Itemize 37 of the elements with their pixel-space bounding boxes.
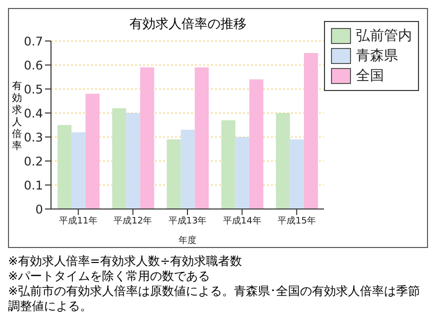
bar xyxy=(304,53,318,209)
text: ※有効求人倍率=有効求人数÷有効求職者数 xyxy=(8,254,244,269)
x-axis-title: 年度 xyxy=(178,235,196,246)
bar xyxy=(72,132,86,209)
bar xyxy=(58,125,72,209)
y-axis-title: 有効求人倍率 xyxy=(12,81,23,153)
x-tick-label: 平成12年 xyxy=(114,215,152,226)
text: ※パートタイムを除く常用の数である xyxy=(8,269,212,284)
y-tick-label: 0.3 xyxy=(24,130,43,144)
y-tick-label: 0.7 xyxy=(24,34,43,48)
bar xyxy=(166,139,181,209)
y-tick-label: 0.2 xyxy=(24,154,43,168)
bar xyxy=(112,108,126,209)
bar xyxy=(249,79,264,209)
x-tick-label: 平成14年 xyxy=(222,215,262,226)
bar xyxy=(86,94,100,209)
x-tick-label: 平成11年 xyxy=(59,215,98,226)
y-tick-label: 0.5 xyxy=(24,82,43,96)
y-tick-label: 0.1 xyxy=(24,178,43,192)
bar xyxy=(126,113,140,209)
bar xyxy=(290,139,304,209)
legend-label: 青森県 xyxy=(356,47,398,65)
bar xyxy=(194,67,209,209)
bar xyxy=(276,113,290,209)
bar xyxy=(221,120,236,209)
bar xyxy=(180,130,195,209)
legend-label: 全国 xyxy=(356,67,384,85)
y-tick-label: 0.4 xyxy=(24,106,43,120)
chart-title: 有効求人倍率の推移 xyxy=(130,17,246,32)
legend-label: 弘前管内 xyxy=(356,27,412,45)
bar xyxy=(140,67,154,209)
text: ※弘前市の有効求人倍率は原数値による。青森県･全国の有効求人倍率は季節調整値による。 xyxy=(8,284,422,314)
x-tick-label: 平成13年 xyxy=(168,215,207,226)
y-tick-label: 0.6 xyxy=(24,58,43,72)
x-tick-label: 平成15年 xyxy=(277,215,316,226)
bar xyxy=(235,137,250,209)
y-tick-label: 0 xyxy=(35,202,43,216)
